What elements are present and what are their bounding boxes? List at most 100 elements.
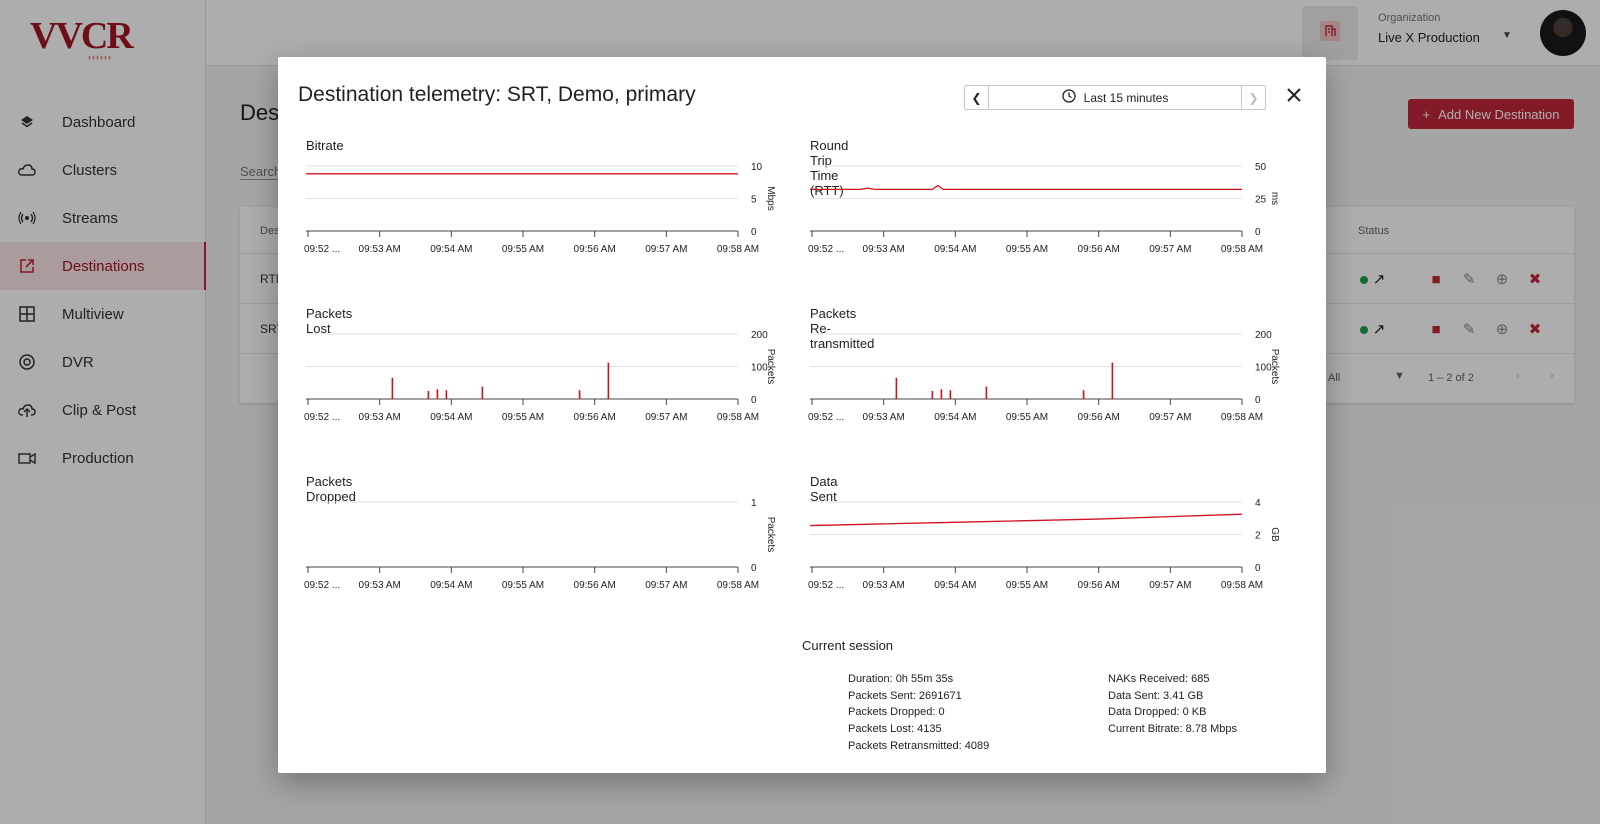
- x-tick-label: 09:56 AM: [574, 244, 616, 255]
- x-tick-label: 09:56 AM: [574, 580, 616, 591]
- stat-packets-sent: Packets Sent: 2691671: [848, 689, 962, 702]
- sidebar-item-dvr[interactable]: DVR: [0, 338, 206, 386]
- x-tick-label: 09:52 ...: [808, 580, 844, 591]
- edit-icon[interactable]: ✎: [1462, 271, 1476, 288]
- x-tick-label: 09:55 AM: [502, 580, 544, 591]
- x-tick-label: 09:57 AM: [645, 244, 687, 255]
- search-input[interactable]: Search: [240, 164, 300, 180]
- bar: [481, 386, 484, 399]
- organization-select[interactable]: Live X Production: [1378, 30, 1480, 45]
- x-tick-label: 09:54 AM: [430, 580, 472, 591]
- stat-current-bitrate: Current Bitrate: 8.78 Mbps: [1108, 723, 1238, 736]
- x-tick-label: 09:53 AM: [863, 244, 905, 255]
- chevron-right-icon[interactable]: ❯: [1241, 86, 1265, 109]
- y-tick-label: 25: [1255, 195, 1267, 206]
- bar: [445, 390, 448, 399]
- x-tick-label: 09:58 AM: [1221, 412, 1263, 423]
- close-button[interactable]: [1282, 85, 1306, 109]
- chart-title: Packets Re-transmitted: [810, 306, 875, 351]
- sidebar-item-label: DVR: [62, 353, 94, 371]
- x-tick-label: 09:52 ...: [304, 244, 340, 255]
- bar: [427, 390, 430, 399]
- rows-per-page-select[interactable]: All: [1328, 372, 1341, 384]
- sidebar-item-clip-post[interactable]: Clip & Post: [0, 386, 206, 434]
- add-destination-button[interactable]: + Add New Destination: [1408, 99, 1574, 129]
- sidebar-item-dashboard[interactable]: Dashboard: [0, 98, 206, 146]
- close-icon: [1287, 87, 1301, 107]
- sidebar-item-streams[interactable]: Streams: [0, 194, 206, 242]
- y-tick-label: 4: [1255, 498, 1261, 509]
- time-range-label: Last 15 minutes: [1083, 90, 1169, 105]
- organization-button[interactable]: [1302, 6, 1358, 60]
- column-header-status[interactable]: Status: [1358, 225, 1390, 237]
- sidebar-item-label: Dashboard: [62, 113, 136, 131]
- y-tick-label: 0: [751, 563, 757, 574]
- y-tick-label: 2: [1255, 531, 1261, 542]
- sidebar-item-label: Destinations: [62, 257, 145, 275]
- chevron-left-icon[interactable]: ❮: [965, 86, 989, 109]
- building-icon: [1319, 20, 1341, 47]
- open-external-icon[interactable]: ↗: [1372, 321, 1386, 338]
- bar: [985, 386, 988, 399]
- chevron-down-icon[interactable]: ▼: [1502, 30, 1512, 41]
- x-tick-label: 09:55 AM: [1006, 412, 1048, 423]
- avatar[interactable]: [1540, 10, 1586, 56]
- chart-title: Packets Lost: [306, 306, 353, 336]
- x-tick-label: 09:53 AM: [863, 580, 905, 591]
- stop-icon[interactable]: ■: [1431, 270, 1441, 288]
- x-tick-label: 09:53 AM: [863, 412, 905, 423]
- session-title: Current session: [802, 638, 894, 653]
- x-tick-label: 09:56 AM: [574, 412, 616, 423]
- time-range-select[interactable]: Last 15 minutes: [989, 86, 1241, 109]
- y-tick-label: 0: [751, 227, 757, 238]
- x-tick-label: 09:54 AM: [430, 412, 472, 423]
- sidebar-item-destinations[interactable]: Destinations: [0, 242, 206, 290]
- app-logo[interactable]: VVCR ››››››: [30, 16, 134, 64]
- sidebar-item-production[interactable]: Production: [0, 434, 206, 482]
- y-tick-label: 10: [751, 162, 763, 173]
- bar: [391, 377, 394, 399]
- plus-icon: +: [1422, 106, 1431, 122]
- x-tick-label: 09:53 AM: [359, 244, 401, 255]
- session-stats-right: NAKs Received: 685 Data Sent: 3.41 GB Da…: [1108, 671, 1237, 738]
- chevron-right-icon[interactable]: ›: [1550, 370, 1554, 382]
- sidebar-item-label: Clip & Post: [62, 401, 137, 419]
- edit-icon[interactable]: ✎: [1462, 321, 1476, 338]
- status-dot: [1360, 276, 1368, 284]
- sidebar: VVCR ›››››› Dashboard Clusters Streams D…: [0, 0, 206, 824]
- cloud-upload-icon: [18, 401, 36, 419]
- stat-data-dropped: Data Dropped: 0 KB: [1108, 706, 1207, 719]
- chevron-left-icon[interactable]: ‹: [1516, 370, 1520, 382]
- bar: [931, 390, 934, 399]
- delete-icon[interactable]: ✖: [1528, 321, 1542, 338]
- x-tick-label: 09:55 AM: [1006, 244, 1048, 255]
- sidebar-item-clusters[interactable]: Clusters: [0, 146, 206, 194]
- grid-icon: [18, 305, 36, 323]
- x-tick-label: 09:53 AM: [359, 580, 401, 591]
- pagination-range: 1 – 2 of 2: [1428, 372, 1474, 384]
- bar: [1111, 362, 1114, 399]
- y-tick-label: 0: [1255, 227, 1261, 238]
- x-tick-label: 09:57 AM: [645, 412, 687, 423]
- open-external-icon[interactable]: ↗: [1372, 271, 1386, 288]
- series-line: [810, 184, 1242, 191]
- add-circle-icon[interactable]: ⊕: [1495, 271, 1509, 288]
- chevron-down-icon[interactable]: ▼: [1394, 370, 1405, 382]
- sidebar-item-label: Production: [62, 449, 134, 467]
- x-tick-label: 09:53 AM: [359, 412, 401, 423]
- open-external-icon: [18, 257, 36, 275]
- x-tick-label: 09:58 AM: [1221, 580, 1263, 591]
- column-header-destination[interactable]: Des: [260, 225, 280, 237]
- logo-arrows-icon: ››››››: [88, 52, 112, 62]
- packets-lost-plot: 0 100 200 Packets 09:52 ... 09:53 AM 09:54 AM 0…: [304, 330, 776, 423]
- stat-packets-lost: Packets Lost: 4135: [848, 723, 942, 736]
- sidebar-item-label: Streams: [62, 209, 118, 227]
- stop-icon[interactable]: ■: [1431, 320, 1441, 338]
- sidebar-item-multiview[interactable]: Multiview: [0, 290, 206, 338]
- add-circle-icon[interactable]: ⊕: [1495, 321, 1509, 338]
- delete-icon[interactable]: ✖: [1528, 271, 1542, 288]
- page-title: Dest: [240, 100, 286, 125]
- bar: [578, 390, 581, 399]
- bar: [607, 362, 610, 399]
- x-tick-label: 09:57 AM: [1149, 412, 1191, 423]
